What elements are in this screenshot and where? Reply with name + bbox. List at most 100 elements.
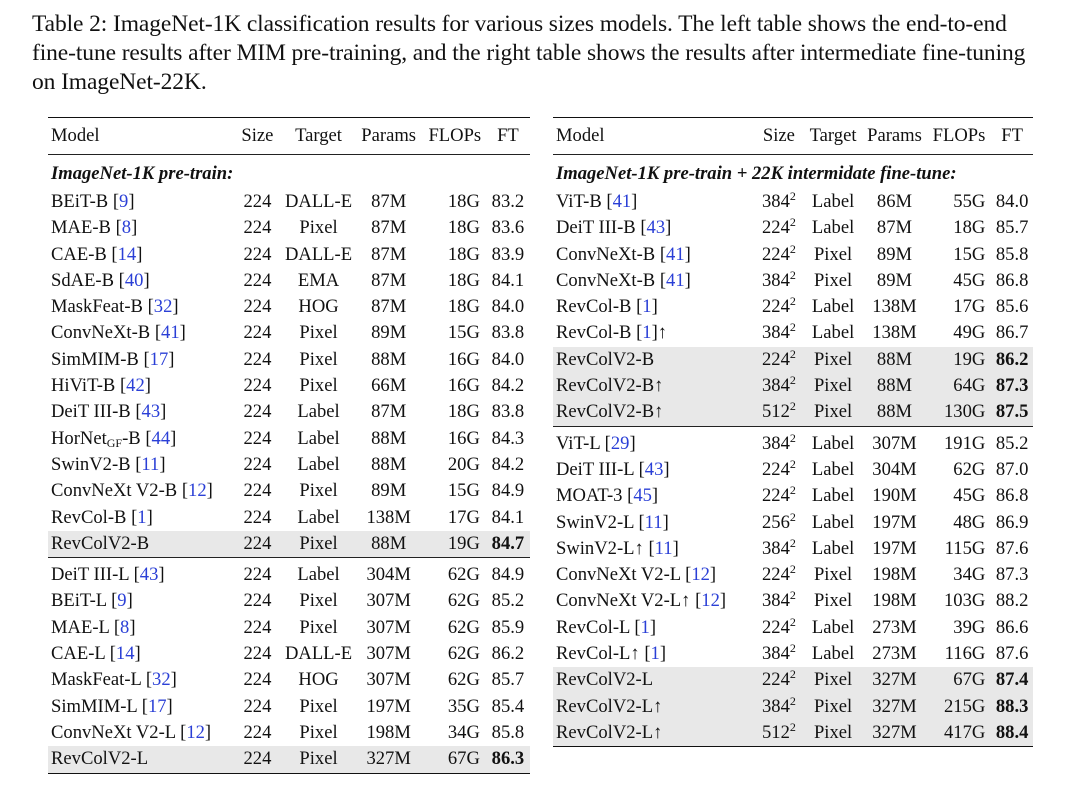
citation-link[interactable]: 11 [141, 453, 160, 475]
citation-link[interactable]: 43 [646, 217, 666, 239]
flops-cell: 16G [447, 427, 480, 449]
size-value: 512 [761, 401, 790, 423]
citation-link[interactable]: 29 [610, 432, 630, 454]
params-cell: 304M [353, 557, 424, 589]
citation-link[interactable]: 9 [117, 590, 127, 612]
size-value: 224 [761, 458, 790, 480]
citation-link[interactable]: 1 [137, 506, 147, 528]
citation-link[interactable]: 43 [141, 401, 161, 423]
target-cell: Pixel [299, 217, 338, 239]
flops-cell: 15G [447, 480, 480, 502]
model-name: RevColV2-B [51, 532, 150, 554]
citation-link[interactable]: 41 [161, 322, 180, 344]
citation-link[interactable]: 32 [153, 296, 173, 318]
citation-link[interactable]: 1 [642, 322, 652, 344]
table-row: RevColV2-B 224 Pixel 88M 19G 84.7 [48, 530, 530, 558]
citation-link[interactable]: 41 [666, 243, 685, 265]
flops-cell: 191G [926, 425, 992, 457]
model-name: MaskFeat-B [51, 296, 143, 318]
citation-link[interactable]: 8 [121, 217, 132, 239]
size-cell: 224 [231, 215, 283, 241]
params-cell: 273M [872, 616, 917, 638]
target-cell: Label [297, 506, 340, 528]
citation-link[interactable]: 8 [120, 616, 130, 638]
citation-link[interactable]: 12 [701, 590, 720, 612]
size-value: 512 [761, 721, 790, 743]
citation-link[interactable]: 12 [188, 480, 207, 502]
target-cell: Label [811, 537, 855, 559]
ft-cell: 84.0 [995, 191, 1029, 212]
size-exponent: 2 [789, 320, 796, 335]
citation-link[interactable]: 11 [654, 537, 673, 559]
table-row: RevColV2-L↑ 5122 Pixel 327M 417G 88.4 [553, 719, 1033, 747]
citation-link[interactable]: 32 [152, 669, 171, 691]
target-cell: Pixel [299, 616, 338, 638]
ft-cell: 87.0 [995, 458, 1029, 480]
citation-link[interactable]: 17 [149, 348, 169, 370]
size-cell: 224 [231, 452, 283, 478]
flops-cell: 62G [423, 557, 486, 589]
citation-link[interactable]: 14 [117, 243, 137, 265]
section-title: ImageNet-1K pre-train + 22K intermidate … [556, 163, 957, 184]
size-exponent: 2 [789, 373, 796, 388]
model-cell: RevColV2-L [553, 667, 754, 694]
model-cell: RevCol-B [1] [556, 296, 658, 318]
size-cell: 224 [231, 615, 283, 641]
citation-link[interactable]: 43 [644, 458, 664, 480]
col-target: Target [803, 117, 863, 155]
citation-link[interactable]: 1 [650, 643, 660, 665]
citation-link[interactable]: 45 [633, 485, 652, 507]
size-cell: 3842 [753, 373, 804, 400]
target-cell: Pixel [299, 348, 338, 370]
citation-link[interactable]: 42 [126, 375, 145, 397]
citation-link[interactable]: 14 [115, 643, 135, 665]
size-cell: 2562 [754, 510, 804, 536]
size-cell: 2242 [754, 294, 804, 320]
ft-cell: 83.8 [491, 401, 525, 423]
table-row: RevColV2-L 224 Pixel 327M 67G 86.3 [48, 746, 530, 774]
citation-link[interactable]: 12 [186, 721, 205, 743]
ft-cell: 85.2 [991, 425, 1033, 457]
citation-link[interactable]: 44 [151, 427, 171, 449]
citation-link[interactable]: 41 [666, 269, 685, 291]
model-name: SimMIM-L [51, 695, 138, 717]
model-cell: SwinV2-L [11] [556, 511, 669, 533]
model-cell: RevColV2-B [48, 530, 232, 558]
params-cell: 88M [862, 373, 927, 400]
col-size: Size [753, 117, 804, 155]
ft-cell: 86.8 [995, 269, 1029, 291]
size-cell: 224 [231, 320, 283, 346]
ft-cell: 84.9 [485, 557, 530, 589]
ft-cell: 85.9 [491, 616, 525, 638]
citation-link[interactable]: 1 [640, 616, 650, 638]
size-value: 224 [761, 296, 790, 318]
model-name: SdAE-B [51, 269, 115, 291]
ft-cell: 87.4 [991, 667, 1033, 694]
citation-link[interactable]: 1 [642, 296, 652, 318]
model-cell: RevColV2-B↑ [553, 373, 754, 400]
flops-cell: 115G [944, 537, 986, 559]
ft-cell: 85.8 [491, 721, 525, 743]
citation-link[interactable]: 11 [644, 511, 663, 533]
citation-link[interactable]: 9 [119, 191, 129, 212]
table-row: DeiT III-B [43] 224 Label 87M 18G 83.8 [48, 399, 530, 425]
params-cell: 327M [353, 746, 424, 774]
citation-link[interactable]: 40 [124, 269, 144, 291]
ft-cell: 88.4 [991, 719, 1033, 747]
flops-cell: 18G [953, 217, 986, 239]
params-cell: 87M [371, 401, 407, 423]
ft-cell: 84.1 [491, 506, 525, 528]
size-exponent: 2 [789, 483, 796, 498]
citation-link[interactable]: 17 [147, 695, 167, 717]
params-cell: 88M [371, 453, 407, 475]
params-cell: 89M [371, 480, 407, 502]
citation-link[interactable]: 41 [612, 191, 632, 212]
target-cell: Pixel [803, 693, 863, 720]
model-name: CAE-B [51, 243, 107, 265]
model-suffix: -B [122, 427, 141, 449]
model-name: DeiT III-B [51, 401, 131, 423]
citation-link[interactable]: 12 [691, 564, 710, 586]
model-subscript: GF [106, 435, 123, 450]
size-value: 224 [243, 269, 272, 291]
citation-link[interactable]: 43 [139, 564, 159, 586]
